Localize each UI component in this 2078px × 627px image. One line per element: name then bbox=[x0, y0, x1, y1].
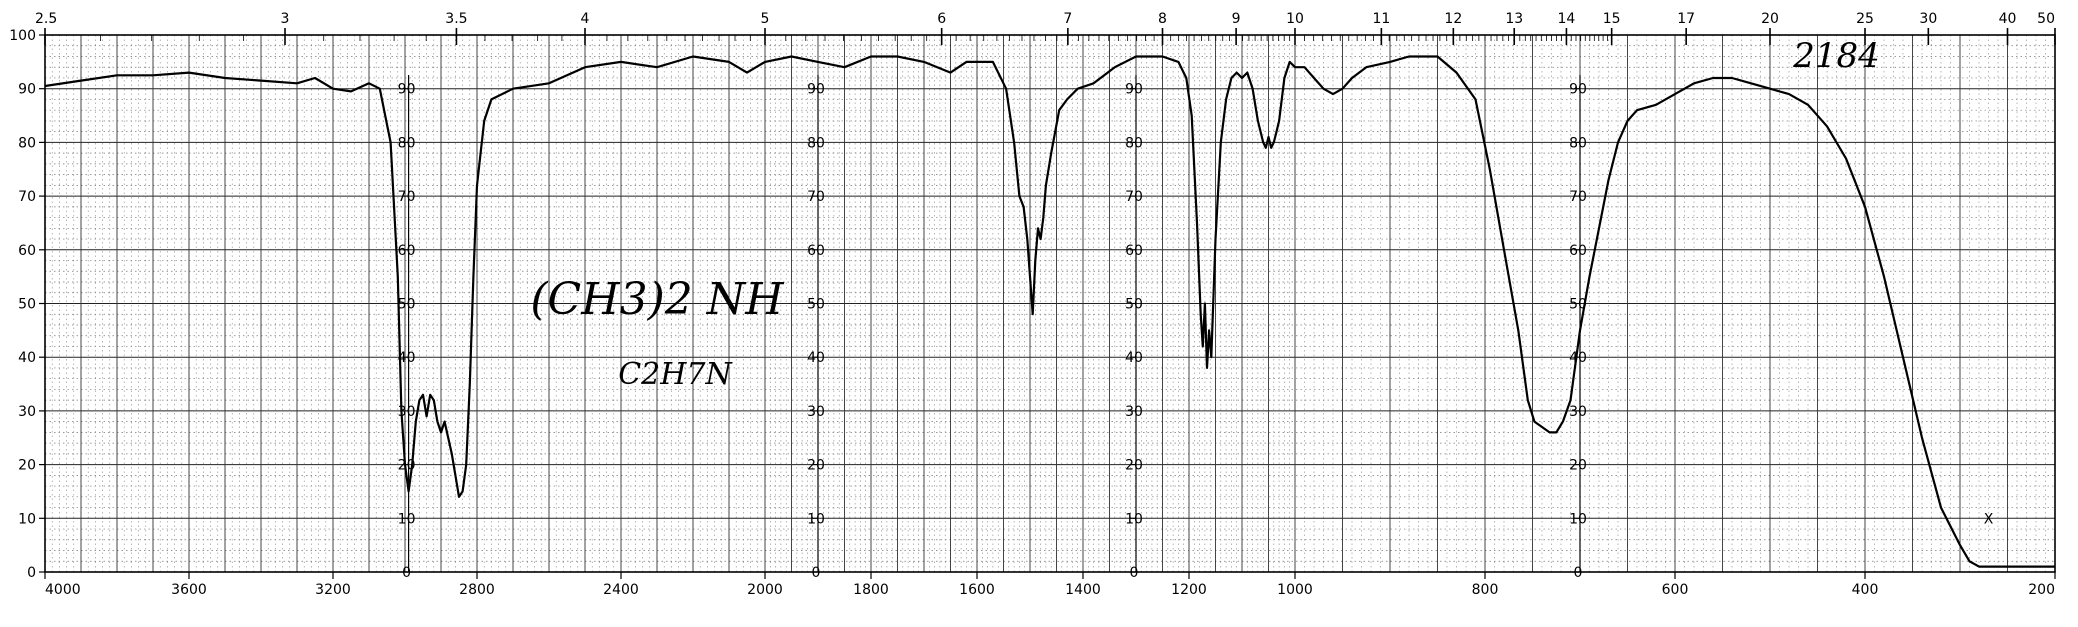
top-tick-label: 5 bbox=[761, 11, 770, 27]
inner-scale-label: 60 bbox=[807, 243, 825, 259]
y-tick-label: 100 bbox=[9, 28, 36, 44]
top-tick-label: 13 bbox=[1505, 11, 1523, 27]
top-tick-label: 11 bbox=[1372, 11, 1390, 27]
inner-scale-label: 20 bbox=[807, 458, 825, 474]
top-tick-label: 12 bbox=[1444, 11, 1462, 27]
series-line bbox=[44, 55, 2055, 568]
inner-scale-label: 70 bbox=[1569, 189, 1587, 205]
y-tick-label: 90 bbox=[18, 82, 36, 98]
x-tick-label: 1000 bbox=[1277, 582, 1313, 598]
x-tick-label: 1800 bbox=[853, 582, 889, 598]
inner-scale-label: 80 bbox=[398, 135, 416, 151]
inner-scale-label: 10 bbox=[1125, 511, 1143, 527]
top-tick-label: 4 bbox=[581, 11, 590, 27]
inner-scale-label: 70 bbox=[398, 189, 416, 205]
inner-scale-label: 70 bbox=[807, 189, 825, 205]
inner-scale-label: 0 bbox=[1130, 565, 1139, 581]
inner-scale-label: 40 bbox=[398, 350, 416, 366]
x-tick-label: 1200 bbox=[1171, 582, 1207, 598]
y-tick-label: 0 bbox=[27, 565, 36, 581]
inner-scale-label: 70 bbox=[1125, 189, 1143, 205]
inner-percent-scales: 0 10 20 30 40 50 60 70 80 90 0 10 20 30 40 50 60 70 80 90 0 1… bbox=[398, 75, 1587, 581]
top-tick-label: 25 bbox=[1856, 11, 1874, 27]
y-tick-label: 40 bbox=[18, 350, 36, 366]
molecular-formula-annotation: C2H7N bbox=[618, 357, 733, 392]
x-tick-label: 2000 bbox=[747, 582, 783, 598]
y-tick-label: 70 bbox=[18, 189, 36, 205]
x-tick-label: 2800 bbox=[459, 582, 495, 598]
inner-scale-label: 10 bbox=[398, 511, 416, 527]
inner-scale-label: 40 bbox=[1125, 350, 1143, 366]
inner-scale-label: 50 bbox=[807, 297, 825, 313]
plot-frame bbox=[44, 34, 2056, 573]
structural-formula-annotation: (CH3)2 NH bbox=[530, 274, 785, 325]
x-tick-label: 1400 bbox=[1065, 582, 1101, 598]
top-tick-label: 30 bbox=[1919, 11, 1937, 27]
y-axis-ticks: 0 10 20 30 40 50 60 70 80 90 100 bbox=[9, 28, 45, 581]
top-tick-label: 10 bbox=[1286, 11, 1304, 27]
top-tick-label: 50 bbox=[2037, 11, 2055, 27]
y-tick-label: 30 bbox=[18, 404, 36, 420]
inner-scale-label: 30 bbox=[807, 404, 825, 420]
y-tick-label: 60 bbox=[18, 243, 36, 259]
inner-scale-label: 30 bbox=[1125, 404, 1143, 420]
inner-scale-label: 50 bbox=[1125, 297, 1143, 313]
inner-scale-label: 80 bbox=[1125, 135, 1143, 151]
x-tick-label: 800 bbox=[1472, 582, 1499, 598]
inner-scale-label: 90 bbox=[1569, 82, 1587, 98]
x-tick-label: 200 bbox=[2028, 582, 2055, 598]
x-tick-label: 2400 bbox=[603, 582, 639, 598]
inner-scale-label: 0 bbox=[402, 565, 411, 581]
x-tick-label: 1600 bbox=[959, 582, 995, 598]
inner-scale-label: 20 bbox=[1569, 458, 1587, 474]
inner-scale-label: 60 bbox=[1125, 243, 1143, 259]
inner-scale-label: 90 bbox=[807, 82, 825, 98]
inner-scale-label: 80 bbox=[807, 135, 825, 151]
top-tick-label: 3.5 bbox=[445, 11, 467, 27]
top-tick-label: 14 bbox=[1558, 11, 1576, 27]
x-tick-label: 400 bbox=[1852, 582, 1879, 598]
y-tick-label: 50 bbox=[18, 297, 36, 313]
major-grid bbox=[44, 34, 2056, 573]
top-tick-label: 17 bbox=[1677, 11, 1695, 27]
x-tick-label: 600 bbox=[1662, 582, 1689, 598]
inner-scale-label: 10 bbox=[1569, 511, 1587, 527]
inner-scale-label: 40 bbox=[807, 350, 825, 366]
top-tick-label: 2.5 bbox=[35, 11, 57, 27]
x-axis-ticks: 4000 3600 3200 2800 2400 2000 1800 1600 1400 1200… bbox=[44, 572, 2056, 598]
top-tick-label: 3 bbox=[281, 11, 290, 27]
inner-scale-label: 40 bbox=[1569, 350, 1587, 366]
top-tick-label: 8 bbox=[1158, 11, 1167, 27]
inner-scale-label: 30 bbox=[1569, 404, 1587, 420]
inner-scale-label: 0 bbox=[1574, 565, 1583, 581]
y-tick-label: 10 bbox=[18, 511, 36, 527]
inner-scale-label: 80 bbox=[1569, 135, 1587, 151]
x-tick-label: 4000 bbox=[45, 582, 81, 598]
top-tick-label: 9 bbox=[1232, 11, 1241, 27]
y-tick-label: 80 bbox=[18, 135, 36, 151]
sample-number-annotation: 2184 bbox=[1792, 36, 1880, 76]
x-marker-annotation: X bbox=[1984, 512, 1994, 528]
top-tick-label: 15 bbox=[1603, 11, 1621, 27]
inner-scale-label: 90 bbox=[1125, 82, 1143, 98]
inner-scale-label: 50 bbox=[398, 297, 416, 313]
x-tick-label: 3200 bbox=[315, 582, 351, 598]
top-tick-label: 20 bbox=[1761, 11, 1779, 27]
top-tick-label: 40 bbox=[1999, 11, 2017, 27]
top-axis-ticks: 2.5 3 3.5 4 5 6 7 8 9 10 11 12 13 14 15 17 20 25 30 40 50 bbox=[35, 11, 2056, 45]
inner-scale-label: 50 bbox=[1569, 297, 1587, 313]
inner-scale-label: 0 bbox=[812, 565, 821, 581]
y-tick-label: 20 bbox=[18, 458, 36, 474]
top-tick-label: 6 bbox=[937, 11, 946, 27]
inner-scale-label: 60 bbox=[398, 243, 416, 259]
inner-scale-label: 90 bbox=[398, 82, 416, 98]
x-tick-label: 3600 bbox=[171, 582, 207, 598]
inner-scale-label: 60 bbox=[1569, 243, 1587, 259]
top-tick-label: 7 bbox=[1063, 11, 1072, 27]
inner-scale-label: 20 bbox=[1125, 458, 1143, 474]
inner-scale-label: 10 bbox=[807, 511, 825, 527]
